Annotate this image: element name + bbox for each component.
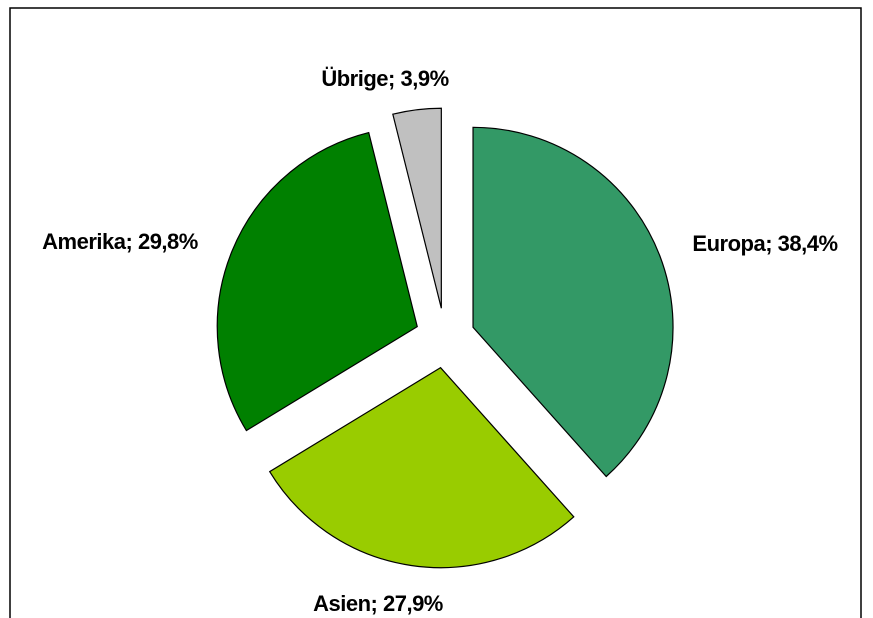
label-value: 29,8% [138, 229, 198, 254]
pie-slice [268, 366, 575, 569]
pie-slice [216, 131, 418, 432]
label-separator: ; [765, 231, 777, 256]
data-label: Amerika; 29,8% [42, 229, 198, 254]
label-category: Übrige [321, 66, 388, 91]
data-label: Europa; 38,4% [692, 231, 837, 256]
label-category: Asien [313, 591, 370, 616]
pie-slice [472, 126, 674, 478]
label-category: Amerika [42, 229, 127, 254]
label-category: Europa [692, 231, 766, 256]
label-separator: ; [126, 229, 138, 254]
label-value: 27,9% [383, 591, 443, 616]
data-label: Asien; 27,9% [313, 591, 443, 616]
label-separator: ; [388, 66, 400, 91]
data-label: Übrige; 3,9% [321, 66, 448, 91]
pie-slice [392, 107, 442, 309]
label-value: 3,9% [400, 66, 448, 91]
label-value: 38,4% [778, 231, 838, 256]
label-separator: ; [371, 591, 383, 616]
